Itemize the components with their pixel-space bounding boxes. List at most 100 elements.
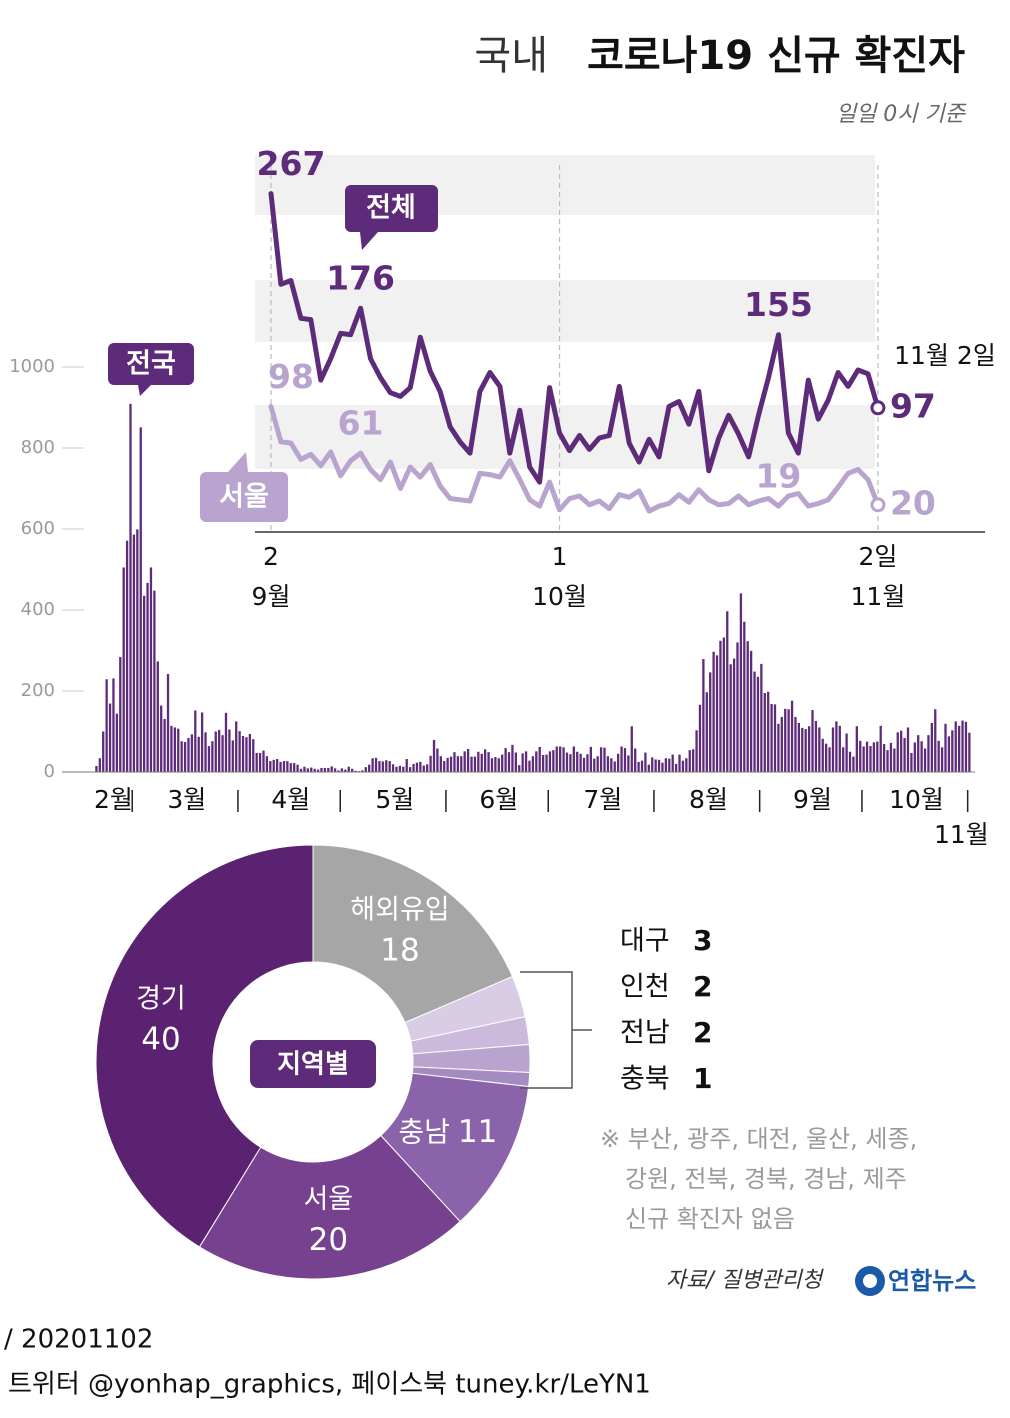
data-label: 61 [338,404,384,443]
bar-chart: 0 200 400 600 800 1000 2월 3월 4월 5월 6월 7월 8월 9월 10월 11월 [9,356,989,849]
bar [187,737,190,772]
bar [719,640,722,772]
bar [197,736,200,772]
bar [347,766,350,772]
x-tick-label: 10월 [889,785,944,814]
callout-tail [138,385,151,396]
legend-label: 전남 [620,1018,670,1049]
band [255,405,875,469]
bar [828,747,831,772]
y-tick-label: 1000 [9,356,55,377]
slice-label: 해외유입 [350,895,449,926]
bar [657,759,661,772]
bar [715,655,719,772]
bar [323,767,327,772]
bar [797,722,801,772]
data-label: 97 [890,386,936,425]
donut-slice [312,844,514,1024]
note: 강원, 전북, 경북, 경남, 제주 [625,1165,907,1193]
bar [705,692,708,772]
bar [937,740,940,772]
bar [156,661,159,772]
y-tick-label: 600 [21,518,55,539]
bar [398,765,402,772]
bar [593,758,596,772]
bar [316,769,320,772]
bar [842,747,845,772]
bar [869,746,872,772]
end-marker [870,400,886,416]
data-label: 98 [268,357,314,396]
bar [528,760,531,772]
bar [603,747,606,772]
bar [238,731,241,772]
bar [825,743,828,772]
bar [787,709,790,772]
bar [272,759,275,772]
annotation: 11월 2일 [894,341,996,370]
bar [497,758,500,772]
bar [889,742,893,772]
line-chart: 2 9월 1 10월 2일 11월 98 61 19 20 267 176 155 97 [252,144,985,611]
data-label: 176 [326,259,395,298]
bar [105,679,108,772]
bar [685,758,688,772]
x-tick-month: 9월 [252,582,291,611]
bar [473,756,477,772]
slice-label: 서울 [303,1184,353,1215]
bar [572,746,575,772]
bar [286,761,289,772]
bar [756,676,760,772]
center-label-box [250,1040,376,1088]
bar [402,766,405,772]
bar [896,732,899,772]
bar [726,611,729,772]
bar [951,730,954,772]
bar [848,751,852,772]
bar [146,582,149,772]
center-label: 지역별 [277,1050,349,1080]
bar [930,722,934,772]
legend-value: 1 [693,1062,712,1095]
bar [524,751,528,772]
x-tick-label: 3월 [167,785,206,814]
bar [637,761,640,772]
logo: 연합뉴스 [888,1267,976,1295]
bar [698,704,702,772]
bar [613,761,616,772]
bar [211,741,214,772]
bar [466,748,470,772]
bar [446,757,449,772]
x-tick-label: 7월 [583,785,622,814]
bar [743,621,746,772]
bar [102,731,105,772]
bar [753,671,756,772]
bar [576,751,579,772]
bar [944,723,947,772]
bar [429,755,432,772]
bar [313,768,316,772]
slice-label: 충남 [398,1116,450,1149]
bar [674,763,678,772]
bar [426,764,429,772]
bar [136,529,139,772]
x-tick-label: 6월 [479,785,518,814]
bar [443,761,446,772]
title-prefix: 국내 [474,33,548,79]
bar [661,762,664,772]
bar [221,735,224,772]
callout-tail [360,232,378,250]
footer-social: 트위터 @yonhap_graphics, 페이스북 tuney.kr/LeYN… [8,1370,651,1400]
series-line [268,404,881,514]
series-line [268,191,881,485]
bar [934,709,937,772]
bar [258,752,262,772]
bar [545,754,548,772]
bar [112,678,115,772]
callout-box [345,185,438,232]
bar [269,761,272,772]
x-tick-label: 4월 [271,785,310,814]
bar [859,740,862,772]
bar [501,754,504,772]
callout-tail [228,452,248,472]
